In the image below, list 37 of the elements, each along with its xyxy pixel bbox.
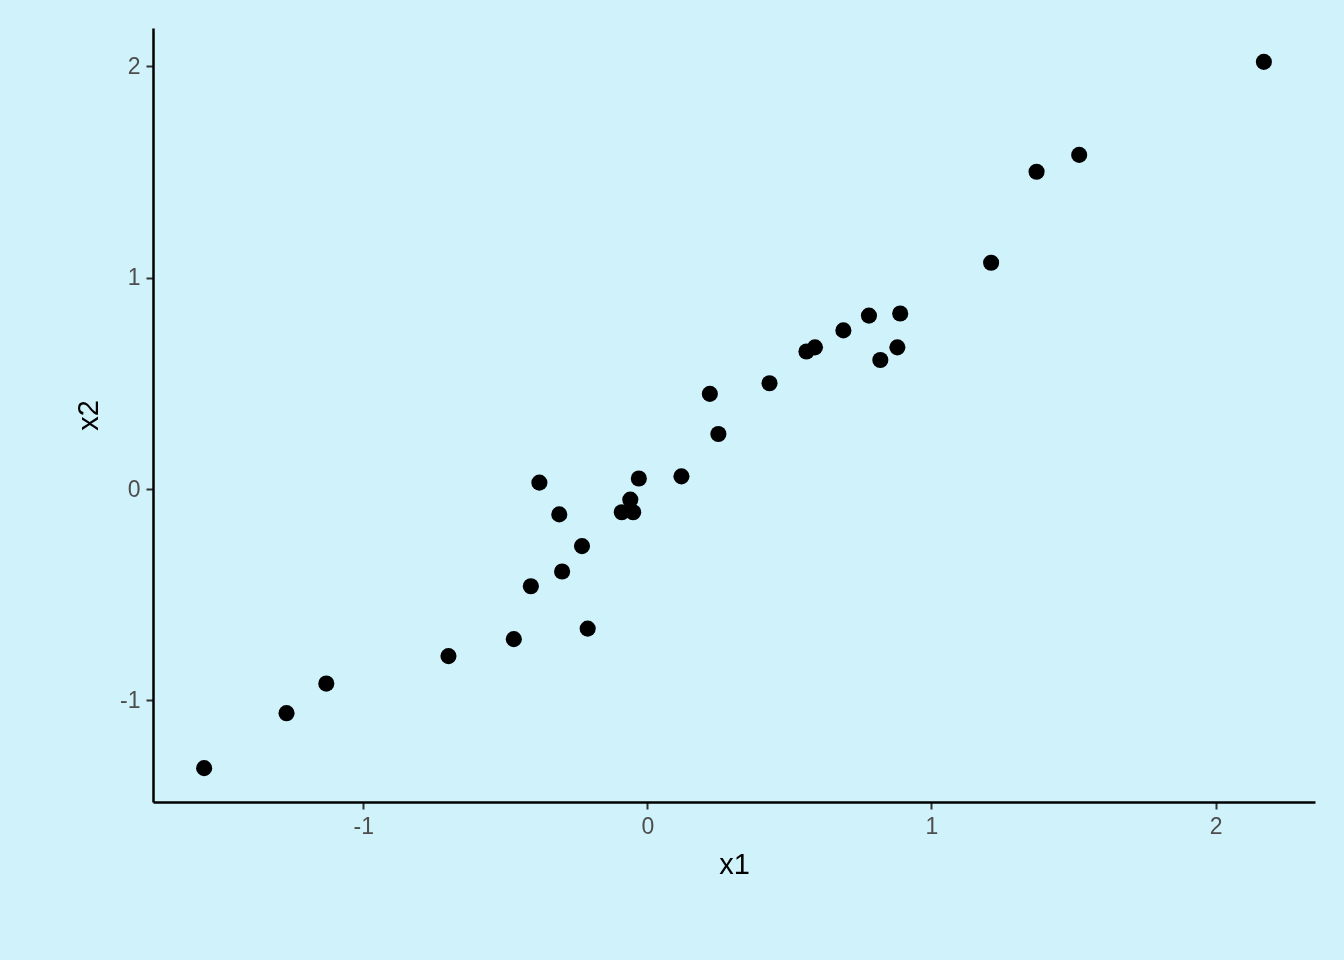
y-tick-label: -1 — [120, 686, 141, 713]
point — [872, 351, 889, 369]
point — [318, 675, 335, 692]
point — [701, 385, 718, 402]
point — [440, 648, 457, 665]
point — [554, 563, 571, 580]
point — [573, 538, 591, 555]
point — [1028, 163, 1045, 180]
point — [531, 474, 548, 491]
point — [761, 375, 778, 392]
point — [673, 468, 690, 485]
point — [579, 620, 596, 637]
point — [551, 506, 568, 523]
point — [1255, 53, 1272, 70]
y-tick-label: 1 — [127, 264, 141, 291]
point — [630, 470, 647, 487]
point — [196, 760, 213, 777]
x-tick-label: -1 — [353, 812, 374, 839]
point — [278, 705, 295, 722]
point — [860, 307, 878, 324]
x-tick-label: 0 — [641, 812, 655, 839]
point — [889, 339, 906, 356]
y-tick-label: 2 — [127, 52, 141, 79]
x-axis-title: x1 — [719, 847, 750, 880]
point — [710, 425, 727, 443]
point — [835, 322, 852, 339]
x-tick-label: 1 — [925, 812, 939, 839]
point — [983, 254, 1000, 271]
x-tick-label: 2 — [1209, 812, 1223, 839]
point — [522, 578, 539, 595]
point — [806, 339, 824, 356]
point — [625, 504, 642, 521]
y-tick-label: 0 — [127, 475, 141, 502]
y-axis-title: x2 — [72, 400, 105, 431]
point — [505, 631, 522, 648]
point — [1071, 146, 1088, 163]
point — [892, 305, 909, 322]
